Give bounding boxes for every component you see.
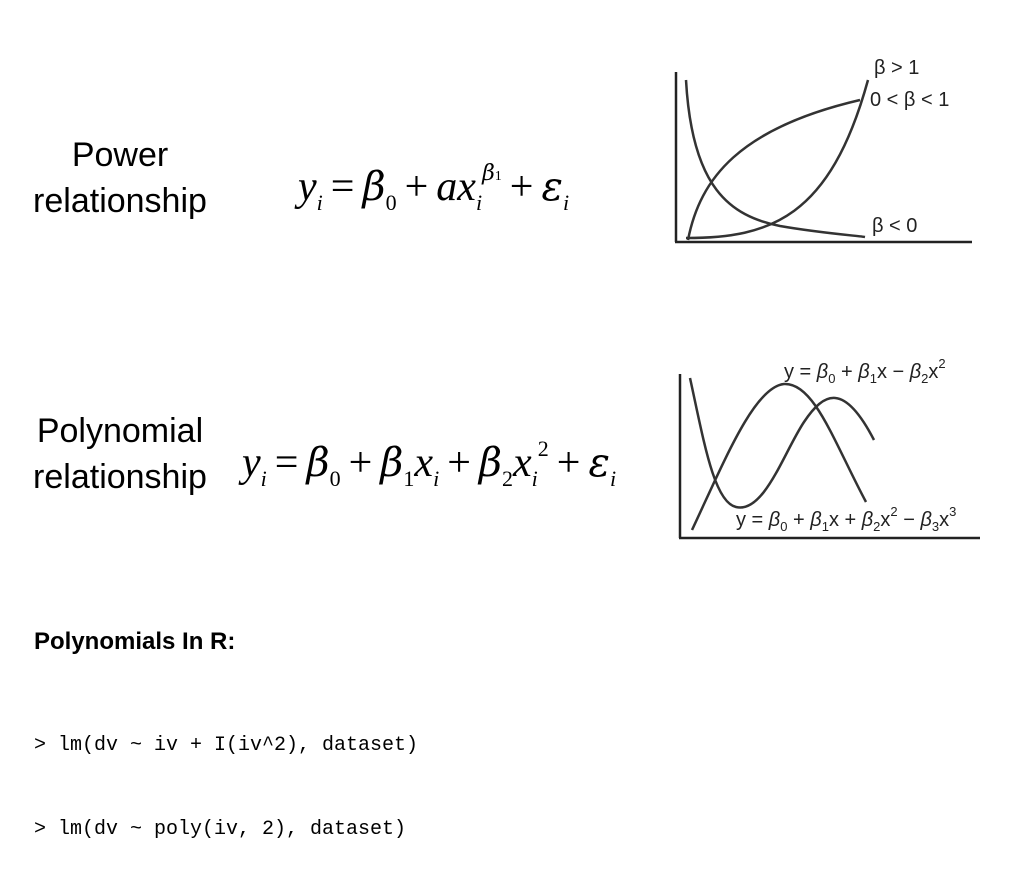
power-eq-plus1: + — [404, 164, 429, 210]
power-curve-beta-between — [686, 98, 861, 241]
power-label-beta-lt-0: β < 0 — [872, 215, 917, 237]
power-label-beta-between: 0 < β < 1 — [870, 89, 949, 111]
power-eq-beta0: β — [362, 164, 386, 210]
r-code-block: > lm(dv ~ iv + I(iv^2), dataset) > lm(dv… — [34, 676, 418, 872]
power-relationship-label: Power relationship — [18, 132, 222, 224]
r-code-line-1: > lm(dv ~ iv + I(iv^2), dataset) — [34, 734, 419, 757]
power-label-beta-gt-1: β > 1 — [874, 57, 919, 79]
power-eq-a: a — [436, 164, 458, 210]
poly-eq-x2: x — [513, 440, 532, 486]
poly-eq-equals: = — [274, 440, 299, 486]
poly-eq-x2-exponent: 2 — [537, 436, 549, 461]
power-eq-epsilon-sub: i — [562, 190, 570, 215]
poly-eq-beta1-sub: 1 — [403, 466, 415, 491]
polynomial-label-line1: Polynomial — [36, 412, 204, 450]
power-curves-plot: β > 1 0 < β < 1 β < 0 — [674, 57, 972, 244]
polynomial-curves-plot: y = β0 + β1x − β2x2 y = β0 + β1x + β2x2 … — [678, 356, 980, 540]
power-label-line1: Power — [71, 136, 169, 174]
poly-eq-y: y — [242, 440, 261, 486]
poly-curve-quadratic — [690, 382, 868, 531]
power-label-line2: relationship — [33, 182, 207, 220]
power-eq-exp-beta: β — [482, 161, 495, 186]
power-equation: yi = β0 + axiβ1 + εi — [298, 162, 569, 214]
poly-eq-x1: x — [414, 440, 434, 486]
power-eq-x-sub: i — [475, 190, 483, 215]
poly-eq-beta0-sub: 0 — [329, 466, 341, 491]
poly-eq-x2-sub: i — [531, 466, 538, 491]
polynomial-relationship-label: Polynomial relationship — [18, 408, 222, 500]
power-eq-exponent: β1 — [482, 160, 502, 185]
poly-eq-y-sub: i — [260, 466, 267, 491]
power-curve-beta-lt-0 — [684, 79, 866, 239]
power-curve-beta-gt-1 — [685, 79, 870, 240]
power-eq-equals: = — [330, 164, 355, 210]
r-code-line-2: > lm(dv ~ poly(iv, 2), dataset) — [34, 818, 407, 841]
power-eq-beta0-sub: 0 — [385, 190, 397, 215]
power-eq-plus2: + — [509, 164, 534, 210]
poly-eq-x1-sub: i — [433, 466, 440, 491]
polynomials-in-r-heading: Polynomials In R: — [34, 628, 236, 655]
poly-eq-plus3: + — [556, 440, 581, 486]
power-eq-y-sub: i — [316, 190, 323, 215]
polynomial-equation: yi = β0 + β1xi + β2xi2 + εi — [242, 438, 616, 490]
power-eq-exp-sub: 1 — [494, 169, 502, 184]
poly-curve-cubic — [688, 377, 876, 509]
polynomial-label-line2: relationship — [33, 458, 207, 496]
poly-eq-beta0: β — [306, 440, 330, 486]
poly-eq-beta2: β — [478, 440, 502, 486]
power-eq-x: x — [457, 164, 476, 210]
poly-eq-plus1: + — [348, 440, 373, 486]
power-eq-epsilon: ε — [541, 164, 563, 210]
poly-eq-beta2-sub: 2 — [502, 466, 513, 491]
poly-eq-epsilon-sub: i — [609, 466, 617, 491]
poly-label-quadratic: y = β0 + β1x − β2x2 — [784, 356, 946, 386]
power-eq-y: y — [298, 164, 317, 210]
poly-label-cubic: y = β0 + β1x + β2x2 − β3x3 — [736, 504, 956, 534]
poly-eq-epsilon: ε — [588, 440, 610, 486]
poly-eq-plus2: + — [447, 440, 471, 486]
poly-eq-beta1: β — [380, 440, 404, 486]
